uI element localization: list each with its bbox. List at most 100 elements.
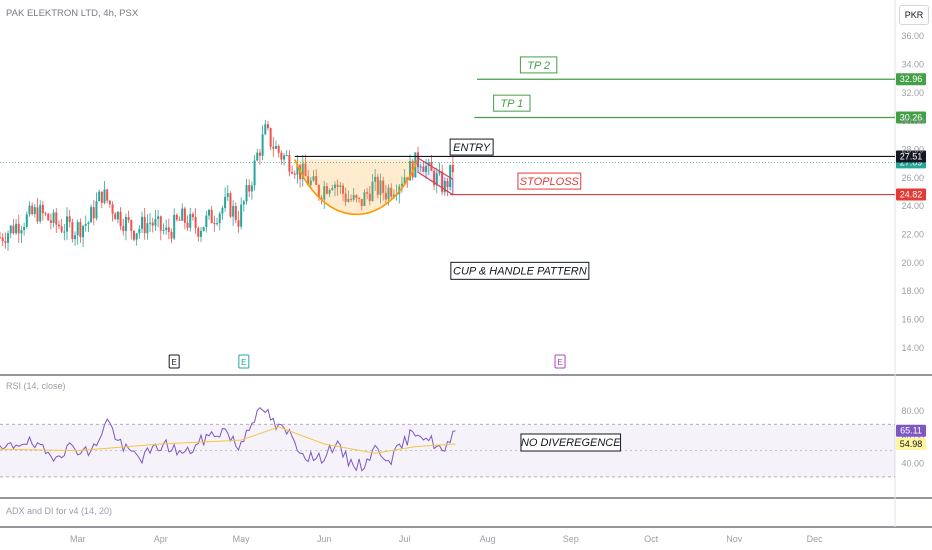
candle-body [146, 223, 149, 234]
candle-body [449, 164, 452, 188]
candle-body [55, 212, 58, 225]
time-tick-label: Oct [644, 534, 659, 544]
candle-body [304, 163, 307, 177]
candle-body [44, 213, 47, 215]
candle-body [205, 215, 208, 228]
candle-body [178, 219, 181, 221]
time-axis[interactable]: Mar Apr May Jun Jul Aug Sep Oct Nov Dec [70, 534, 823, 544]
candle-body [90, 207, 93, 223]
adx-pane[interactable]: ADX and DI for v4 (14, 20) [6, 506, 112, 516]
candle-body [25, 214, 28, 227]
candle-body [384, 192, 387, 200]
candle-body [406, 177, 409, 181]
candle-body [135, 233, 138, 240]
candle-body [266, 124, 269, 128]
time-tick-label: Sep [563, 534, 579, 544]
candle-body [288, 155, 291, 172]
time-tick-label: Mar [70, 534, 86, 544]
earnings-marker-label: E [241, 358, 246, 367]
candle-body [82, 225, 85, 238]
time-tick-label: Dec [807, 534, 824, 544]
candle-body [183, 208, 186, 223]
rsi-tick-label: 80.00 [901, 406, 924, 416]
candle-body [341, 185, 344, 194]
candle-body [12, 225, 15, 234]
candle-body [52, 212, 55, 223]
candle-body [408, 160, 411, 181]
candle-body [157, 216, 160, 220]
price-tick-label: 28.00 [901, 145, 924, 155]
rsi-tick-label: 40.00 [901, 459, 924, 469]
currency-button[interactable]: PKR [899, 5, 929, 25]
candle-body [242, 201, 245, 205]
candle-body [189, 213, 192, 228]
rsi-ma-label: 54.98 [900, 439, 923, 449]
candle-body [199, 230, 202, 237]
candle-body [296, 164, 299, 175]
cup-curve [294, 159, 419, 215]
candle-body [84, 224, 87, 226]
candle-body [57, 224, 60, 227]
candle-body [15, 223, 18, 234]
level-price-tag [896, 73, 926, 86]
candle-body [376, 176, 379, 195]
candle-body [301, 163, 304, 180]
candle-body [446, 181, 449, 188]
candle-body [336, 184, 339, 187]
level-label-text: STOPLOSS [520, 176, 580, 188]
candle-body [317, 185, 320, 198]
candle-body [261, 134, 264, 156]
price-tick-label: 22.00 [901, 230, 924, 240]
cup-fill [294, 159, 419, 215]
candle-body [181, 208, 184, 221]
time-tick-label: Apr [154, 534, 168, 544]
candle-body [0, 237, 1, 239]
candle-body [419, 166, 422, 168]
rsi-tick-label: 60.00 [901, 432, 924, 442]
candle-body [275, 145, 278, 149]
candle-body [175, 214, 178, 220]
level-label-text: TP 2 [527, 60, 550, 72]
candle-body [79, 222, 82, 238]
candle-body [368, 193, 371, 201]
candle-body [433, 170, 436, 186]
candle-body [103, 189, 106, 203]
candle-body [197, 227, 200, 237]
candle-body [87, 222, 90, 225]
candle-body [98, 191, 101, 202]
price-tick-label: 32.00 [901, 88, 924, 98]
level-label-box [519, 56, 558, 74]
candle-body [272, 146, 275, 149]
candle-body [162, 229, 165, 231]
candle-body [344, 193, 347, 202]
candle-body [186, 222, 189, 228]
level-label-box [449, 138, 494, 156]
candle-body [106, 189, 109, 201]
level-label-box [493, 94, 531, 112]
candle-body [143, 216, 146, 234]
time-tick-label: Aug [480, 534, 496, 544]
candle-body [108, 200, 111, 205]
candle-body [95, 201, 98, 219]
candle-body [371, 181, 374, 201]
candle-body [358, 197, 361, 199]
candle-body [283, 155, 286, 160]
candle-body [71, 222, 74, 240]
candle-body [65, 216, 68, 232]
price-tick-label: 20.00 [901, 258, 924, 268]
candle-body [382, 180, 385, 193]
level-price-label: 24.82 [900, 190, 923, 200]
candle-body [23, 226, 26, 231]
price-axis[interactable]: 14.00 16.00 18.00 20.00 22.00 24.00 26.00 28.00… [901, 31, 924, 353]
earnings-marker [238, 354, 250, 369]
time-tick-label: Jun [317, 534, 332, 544]
candle-body [60, 226, 63, 232]
candle-body [229, 193, 232, 217]
candle-body [114, 213, 117, 220]
candle-body [315, 176, 318, 186]
earnings-marker [554, 354, 566, 369]
candle-body [167, 227, 170, 232]
candle-body [258, 152, 261, 156]
rsi-pane[interactable]: RSI (14, close) 40.00 60.00 80.00 65.11 54.98… [0, 381, 926, 478]
